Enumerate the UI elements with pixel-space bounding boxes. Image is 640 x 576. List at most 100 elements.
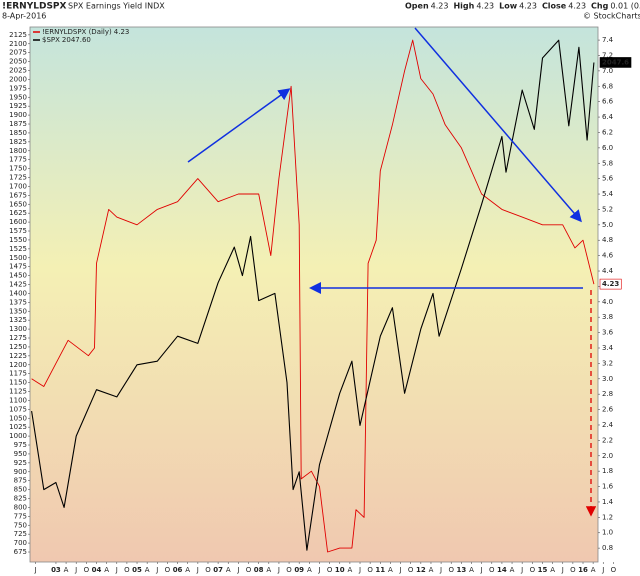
y-tick-label: 1525 — [9, 245, 27, 253]
x-tick-label: J — [74, 566, 77, 574]
quote-label: Chg — [591, 2, 609, 11]
x-tick-label: A — [347, 566, 352, 574]
quote-value: 0.01 (0.28%) — [610, 2, 640, 11]
x-tick-label: O — [165, 566, 171, 574]
y-tick-label: 1575 — [9, 227, 27, 235]
x-tick-label: 07 — [213, 566, 223, 574]
x-tick-label: 04 — [92, 566, 102, 574]
y-tick-label: 1925 — [9, 102, 27, 110]
end-label-box — [599, 278, 622, 290]
quote-value: 4.23 — [568, 2, 586, 11]
quote-value: 4.23 — [476, 2, 494, 11]
x-tick-label: O — [408, 566, 414, 574]
y-tick-label: 1250 — [9, 343, 27, 351]
y2-tick-label: 0.8 — [602, 544, 613, 552]
x-tick-label: J — [480, 566, 483, 574]
y-tick-label: 2025 — [9, 67, 27, 75]
x-tick-label: A — [388, 566, 393, 574]
y-tick-label: 900 — [14, 468, 27, 476]
x-tick-label: A — [429, 566, 434, 574]
x-tick-label: O — [570, 566, 576, 574]
y-tick-label: 1675 — [9, 191, 27, 199]
y2-tick-label: 7.2 — [602, 51, 613, 59]
series-layer — [31, 39, 595, 553]
x-tick-label: A — [266, 566, 271, 574]
y-tick-label: 675 — [14, 548, 27, 556]
quote-value: 4.23 — [431, 2, 449, 11]
y2-tick-label: 3.8 — [602, 313, 613, 321]
y-tick-label: 950 — [14, 450, 27, 458]
y2-tick-label: 7.4 — [602, 36, 614, 44]
y-tick-label: 1425 — [9, 281, 27, 289]
x-tick-label: 08 — [254, 566, 264, 574]
symbol: !ERNYLDSPX — [2, 2, 67, 12]
x-tick-label: O — [286, 566, 292, 574]
y2-tick-label: 2.4 — [602, 421, 614, 429]
y2-tick-label: 6.6 — [602, 98, 614, 106]
x-tick-label: J — [317, 566, 320, 574]
series-line — [31, 39, 595, 553]
y-tick-label: 1875 — [9, 120, 27, 128]
y2-tick-label: 4.0 — [602, 298, 613, 306]
y2-tick-label: 3.2 — [602, 359, 613, 367]
x-tick-label: J — [520, 566, 523, 574]
y2-tick-label: 1.6 — [602, 483, 614, 491]
y-tick-label: 1650 — [9, 200, 27, 208]
y2-tick-label: 2.0 — [602, 452, 613, 460]
y-tick-label: 1050 — [9, 414, 27, 422]
y-tick-label: 800 — [14, 503, 27, 511]
y-tick-label: 875 — [14, 477, 27, 485]
y-tick-label: 1175 — [9, 370, 27, 378]
x-tick-label: O — [84, 566, 90, 574]
x-tick-label: O — [246, 566, 252, 574]
quote-label: Open — [405, 2, 429, 11]
x-tick-label: A — [104, 566, 109, 574]
y-tick-label: 1825 — [9, 138, 27, 146]
x-tick-label: 06 — [173, 566, 183, 574]
y2-tick-label: 2.8 — [602, 390, 613, 398]
y-tick-label: 1000 — [9, 432, 27, 440]
y2-tick-label: 3.4 — [602, 344, 614, 352]
x-tick-label: 03 — [51, 566, 61, 574]
y2-tick-label: 1.8 — [602, 467, 613, 475]
x-tick-label: 16 — [578, 566, 588, 574]
y-tick-label: 1025 — [9, 423, 27, 431]
plot-area — [29, 26, 599, 563]
copyright: © StockCharts.com — [583, 12, 640, 21]
x-tick-label: 09 — [294, 566, 304, 574]
y-tick-label: 1300 — [9, 325, 27, 333]
x-tick-label: J — [115, 566, 118, 574]
y2-tick-label: 1.2 — [602, 513, 613, 521]
x-tick-label: 15 — [538, 566, 548, 574]
y-tick-label: 1400 — [9, 289, 27, 297]
legend-value: 2047.60 — [62, 36, 91, 44]
y-tick-label: 1200 — [9, 361, 27, 369]
y-tick-label: 1750 — [9, 165, 27, 173]
y-tick-label: 1800 — [9, 147, 27, 155]
y-tick-label: 775 — [14, 512, 27, 520]
y2-tick-label: 5.2 — [602, 205, 613, 213]
y2-tick-label: 5.4 — [602, 190, 614, 198]
end-label: 2047.6 — [602, 58, 629, 66]
x-tick-label: A — [64, 566, 69, 574]
y-tick-label: 1375 — [9, 298, 27, 306]
y-tick-label: 2100 — [9, 40, 27, 48]
y-tick-label: 1700 — [9, 182, 27, 190]
y-tick-label: 1150 — [9, 379, 27, 387]
x-tick-label: O — [530, 566, 536, 574]
y2-tick-label: 3.0 — [602, 375, 613, 383]
y-tick-label: 2075 — [9, 49, 27, 57]
y2-tick-label: 5.8 — [602, 159, 613, 167]
y-tick-label: 1275 — [9, 334, 27, 342]
y-tick-label: 1950 — [9, 93, 27, 101]
x-tick-label: J — [358, 566, 361, 574]
x-tick-label: J — [439, 566, 442, 574]
quote-label: Low — [499, 2, 518, 11]
y2-tick-label: 4.6 — [602, 252, 614, 260]
y-tick-label: 925 — [14, 459, 27, 467]
subtitle: SPX Earnings Yield INDX — [68, 2, 165, 11]
y-tick-label: 1325 — [9, 316, 27, 324]
y-tick-label: 1350 — [9, 307, 27, 315]
trend-arrow — [414, 27, 582, 223]
x-tick-label: O — [611, 566, 617, 574]
